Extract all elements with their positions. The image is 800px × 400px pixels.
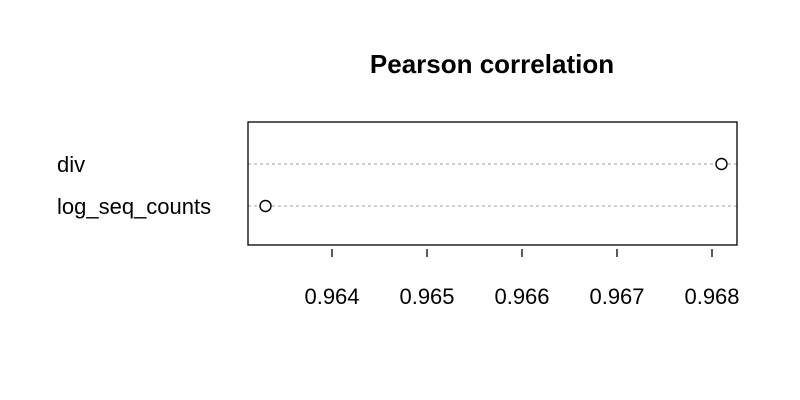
- x-tick-label-1: 0.965: [399, 284, 454, 309]
- guide-lines: [248, 163, 737, 207]
- data-points: [259, 157, 728, 213]
- x-tick-label-4: 0.968: [684, 284, 739, 309]
- chart-title: Pearson correlation: [370, 49, 614, 79]
- x-axis: 0.964 0.965 0.966 0.967 0.968: [304, 249, 740, 309]
- data-point-log_seq_counts: [259, 199, 272, 213]
- category-labels: div log_seq_counts: [57, 152, 211, 219]
- x-tick-label-0: 0.964: [304, 284, 359, 309]
- category-label-log_seq_counts: log_seq_counts: [57, 194, 211, 219]
- data-point-div: [715, 157, 728, 171]
- x-tick-label-2: 0.966: [494, 284, 549, 309]
- category-label-div: div: [57, 152, 85, 177]
- x-tick-label-3: 0.967: [589, 284, 644, 309]
- plot-frame: [247, 121, 738, 246]
